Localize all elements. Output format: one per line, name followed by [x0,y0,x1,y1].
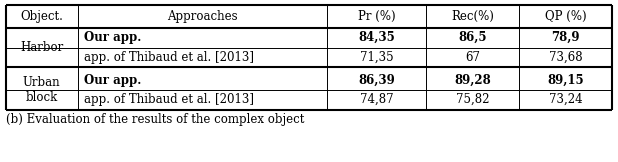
Text: Approaches: Approaches [167,10,238,23]
Text: Rec(%): Rec(%) [451,10,494,23]
Text: Harbor: Harbor [20,41,64,54]
Text: 71,35: 71,35 [360,51,394,64]
Text: Our app.: Our app. [83,74,141,87]
Text: 86,5: 86,5 [459,31,487,44]
Text: Our app.: Our app. [83,31,141,44]
Text: 74,87: 74,87 [360,93,394,106]
Text: Pr (%): Pr (%) [358,10,396,23]
Text: app. of Thibaud et al. [2013]: app. of Thibaud et al. [2013] [83,93,253,106]
Text: Urban
block: Urban block [23,76,61,104]
Text: 78,9: 78,9 [551,31,580,44]
Text: QP (%): QP (%) [545,10,586,23]
Text: app. of Thibaud et al. [2013]: app. of Thibaud et al. [2013] [83,51,253,64]
Text: 75,82: 75,82 [456,93,489,106]
Text: (b) Evaluation of the results of the complex object: (b) Evaluation of the results of the com… [6,114,305,127]
Text: 84,35: 84,35 [358,31,395,44]
Text: 67: 67 [465,51,480,64]
Text: 89,28: 89,28 [454,74,491,87]
Text: 73,68: 73,68 [549,51,582,64]
Text: 89,15: 89,15 [548,74,584,87]
Text: 73,24: 73,24 [549,93,582,106]
Text: 86,39: 86,39 [358,74,395,87]
Text: Object.: Object. [20,10,63,23]
